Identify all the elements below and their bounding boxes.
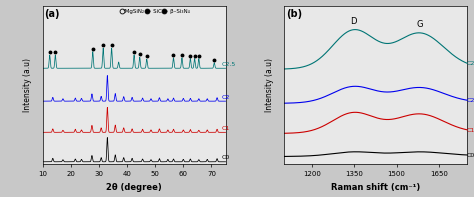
Text: (b): (b) <box>286 9 302 19</box>
Text: C2.5: C2.5 <box>466 61 474 66</box>
Text: C1: C1 <box>466 128 474 133</box>
Text: D: D <box>351 17 357 26</box>
Text: G: G <box>416 20 423 29</box>
Legend: °MgSiN₂, • SiC, • β–Si₃N₄: °MgSiN₂, • SiC, • β–Si₃N₄ <box>119 7 192 17</box>
Text: C2: C2 <box>221 95 230 100</box>
Text: C2: C2 <box>466 98 474 103</box>
Text: C0: C0 <box>466 153 474 158</box>
X-axis label: 2θ (degree): 2θ (degree) <box>106 183 162 192</box>
Y-axis label: Intensity (a.u): Intensity (a.u) <box>264 58 273 112</box>
Text: C1: C1 <box>221 126 229 131</box>
Text: C0: C0 <box>221 155 229 160</box>
Text: C2.5: C2.5 <box>221 62 236 67</box>
X-axis label: Raman shift (cm⁻¹): Raman shift (cm⁻¹) <box>331 183 420 192</box>
Text: (a): (a) <box>45 9 60 19</box>
Y-axis label: Intensity (a.u): Intensity (a.u) <box>23 58 32 112</box>
